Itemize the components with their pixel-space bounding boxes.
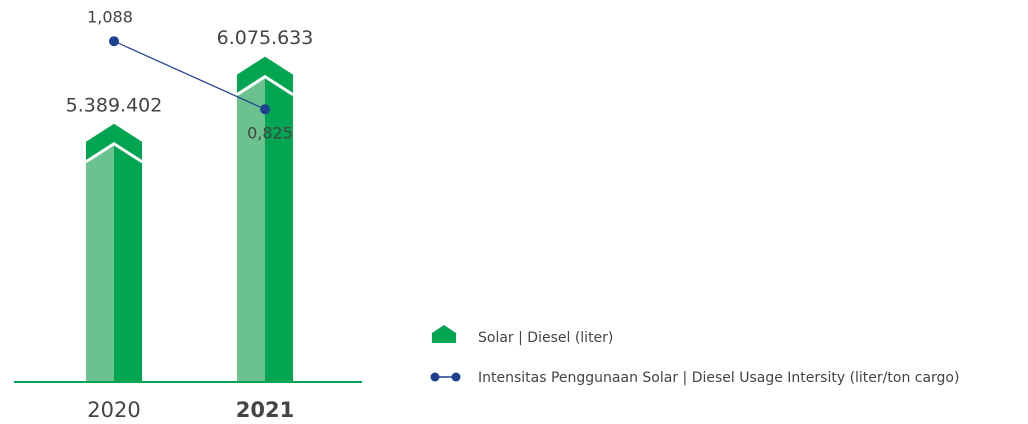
value-label: 1,088: [87, 8, 133, 27]
line-point: [109, 36, 119, 47]
line: [113, 40, 266, 110]
x-tick-label: 2021: [236, 398, 294, 422]
value-label: 5.389.402: [66, 94, 163, 116]
legend-label: Intensitas Penggunaan Solar | Diesel Usa…: [478, 370, 959, 386]
value-label: 6.075.633: [217, 27, 314, 49]
bar-chevron: [236, 74, 294, 96]
bar-chevron: [85, 141, 143, 164]
legend-swatch: [430, 372, 440, 382]
value-label: 0,825: [247, 124, 293, 143]
legend-swatch: [432, 325, 456, 343]
legend-swatch: [451, 372, 461, 382]
x-tick-label: 2020: [87, 398, 140, 422]
line-point: [260, 104, 270, 115]
bar-shade: [86, 143, 114, 382]
bar-shade: [237, 76, 265, 382]
legend-label: Solar | Diesel (liter): [478, 330, 613, 346]
